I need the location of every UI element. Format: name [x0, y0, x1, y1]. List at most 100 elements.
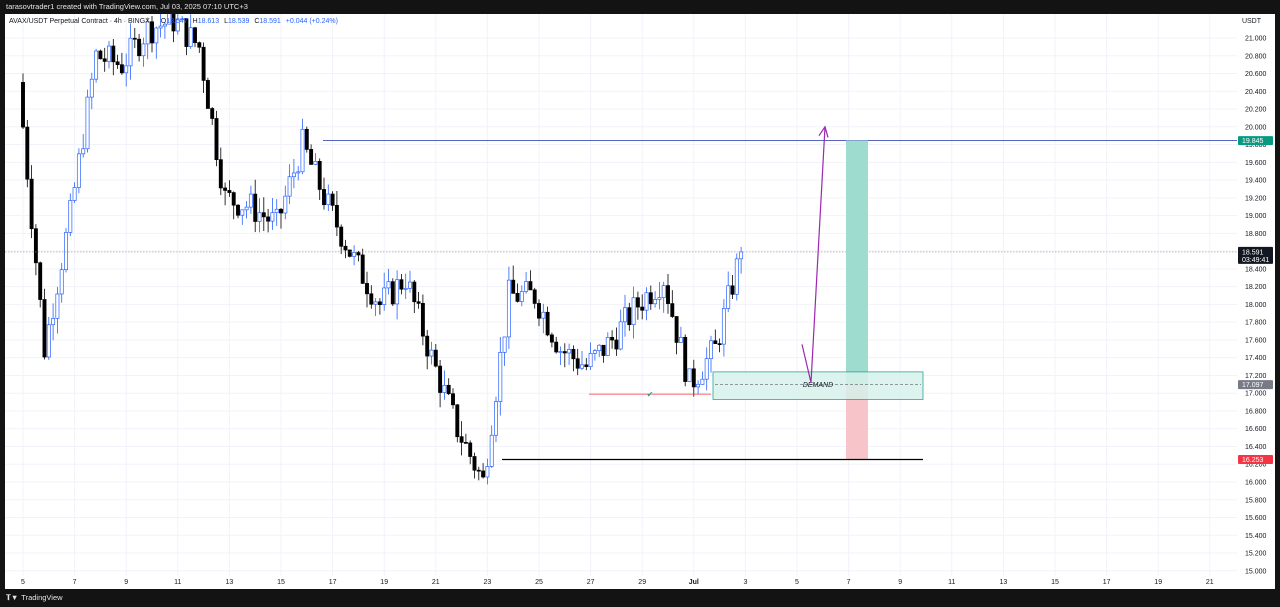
price-tick-label: 20.600: [1245, 71, 1267, 78]
candle-body: [717, 343, 722, 345]
candle-body: [347, 249, 352, 257]
candle-body: [46, 324, 51, 358]
candle-body: [408, 281, 412, 289]
candle-body: [653, 299, 658, 305]
arrow-head-icon: [818, 125, 829, 138]
candle-body: [631, 297, 636, 326]
time-tick-label: 15: [277, 579, 285, 586]
candle-body: [102, 58, 107, 62]
candle-body: [610, 337, 615, 341]
candle-body: [683, 336, 688, 382]
candle-body: [519, 291, 524, 302]
time-tick-label: 21: [1206, 579, 1214, 586]
candle-body: [141, 43, 146, 57]
candle-body: [554, 341, 559, 353]
candle-body: [704, 358, 709, 380]
candle-body: [154, 27, 159, 44]
time-tick-label: 5: [21, 579, 25, 586]
candle-body: [248, 193, 253, 208]
candle-body: [59, 269, 64, 295]
time-tick-label: 11: [174, 579, 181, 586]
stop-price-badge: 16.253: [1242, 457, 1264, 464]
time-tick-label: 9: [124, 579, 128, 586]
candle-body: [150, 21, 154, 44]
price-tick-label: 18.000: [1245, 302, 1267, 309]
candle-body: [455, 404, 460, 438]
candle-body: [218, 159, 223, 189]
candle-body: [64, 232, 68, 271]
candle-body: [601, 344, 606, 356]
candle-body: [463, 442, 468, 444]
candle-body: [670, 303, 675, 317]
candle-body: [713, 340, 718, 344]
time-tick-label: Jul: [689, 579, 699, 586]
time-tick-label: 27: [587, 579, 595, 586]
candle-body: [541, 311, 546, 319]
chart-frame[interactable]: DEMAND ✔ 21.000 20.800 20.600 20.400 20.200 20…: [5, 0, 1275, 589]
snapshot-author-line: tarasovtrader1 created with TradingView.…: [0, 0, 1280, 14]
price-tick-label: 15.400: [1245, 533, 1267, 540]
last-price-badge: 18.591: [1242, 249, 1264, 256]
entry-price-badge-bg: [1238, 380, 1273, 390]
candle-body: [287, 176, 292, 197]
candle-body: [184, 18, 189, 47]
candle-body: [498, 352, 503, 402]
candle-body: [313, 161, 318, 165]
candle-body: [162, 23, 167, 27]
candle-body: [296, 171, 301, 174]
high-label: H: [192, 18, 198, 25]
price-tick-label: 20.400: [1245, 89, 1267, 96]
candle-body: [506, 279, 511, 338]
candle-body: [700, 378, 705, 385]
demand-label: DEMAND: [803, 382, 833, 389]
candle-body: [365, 283, 369, 295]
projection-arrow: [801, 126, 826, 383]
candle-body: [29, 178, 34, 230]
symbol-name: AVAX/USDT Perpetual Contract · 4h · BING…: [9, 18, 150, 25]
candle-body: [390, 281, 395, 305]
candle-body: [515, 292, 520, 302]
time-tick-label: 15: [1051, 579, 1059, 586]
footer-brand: TradingView: [21, 593, 63, 602]
footer-bar: 𝐓▼ TradingView: [0, 589, 1280, 607]
candle-body: [180, 18, 185, 21]
candle-body: [25, 126, 30, 180]
candle-body: [545, 311, 550, 336]
candle-body: [627, 307, 632, 326]
time-tick-label: 13: [226, 579, 234, 586]
candle-body: [592, 350, 597, 354]
price-tick-label: 16.200: [1245, 462, 1267, 469]
candle-body: [618, 321, 623, 350]
candle-body: [257, 212, 262, 222]
candle-body: [369, 293, 374, 305]
check-mark-icon: ✔: [647, 390, 654, 399]
candle-body: [451, 393, 455, 406]
time-tick-label: 23: [484, 579, 492, 586]
candle-body: [416, 301, 421, 304]
candle-body: [537, 303, 541, 319]
candle-body: [223, 187, 228, 191]
demand-zone: [712, 371, 924, 400]
candle-series: [21, 0, 744, 485]
symbol-legend: AVAX/USDT Perpetual Contract · 4h · BING…: [9, 18, 338, 25]
candle-body: [137, 38, 142, 57]
time-tick-label: 3: [743, 579, 747, 586]
candle-body: [395, 279, 400, 305]
entry-price-badge: 17.097: [1242, 382, 1264, 389]
time-tick-label: 21: [432, 579, 440, 586]
candle-body: [739, 251, 744, 260]
candle-body: [468, 442, 473, 457]
target-zone: [846, 140, 868, 385]
time-tick-label: 19: [380, 579, 388, 586]
open-label: O: [160, 18, 167, 25]
candle-body: [352, 252, 357, 257]
candle-body: [291, 172, 296, 178]
candle-body: [657, 297, 662, 300]
candle-body: [429, 349, 434, 357]
candle-body: [115, 61, 120, 66]
candle-body: [644, 292, 649, 311]
candle-body: [339, 226, 344, 247]
candle-body: [304, 128, 309, 150]
price-tick-label: 20.000: [1245, 124, 1267, 131]
price-chart[interactable]: DEMAND ✔ 21.000 20.800 20.600 20.400 20.200 20…: [5, 0, 1275, 589]
